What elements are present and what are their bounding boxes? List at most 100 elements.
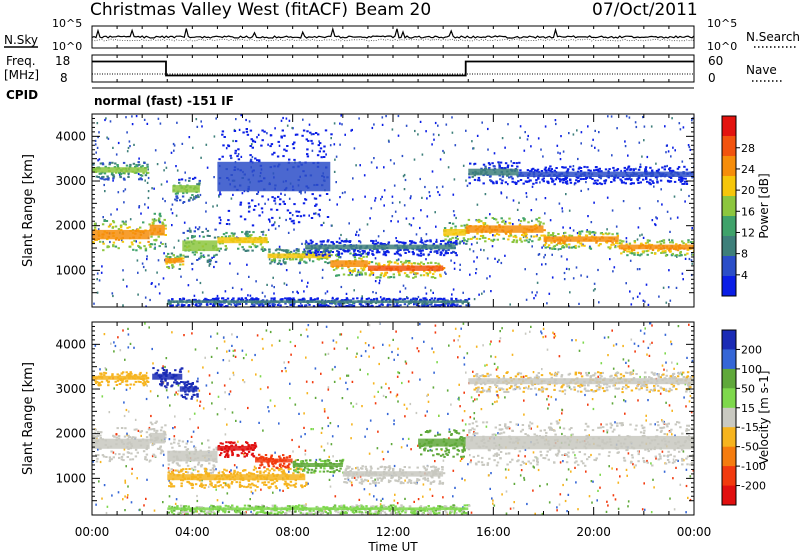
velocity-speckle [473, 412, 476, 415]
power-band-15-cell [412, 241, 416, 244]
power-speckle [249, 294, 252, 297]
power-speckle [622, 200, 625, 203]
power-band-18-cell [221, 297, 225, 300]
power-band-6-cell [342, 273, 346, 276]
power-band-10-cell [544, 242, 548, 245]
power-band-15-cell [415, 248, 419, 251]
power-band-10-cell [610, 243, 613, 246]
power-band-17-cell [652, 182, 655, 184]
velocity-band-6-cell [245, 441, 248, 444]
velocity-speckle [233, 464, 236, 467]
power-band-18-cell [301, 298, 304, 300]
velocity-speckle [472, 400, 475, 403]
power-band-18-cell [321, 299, 324, 302]
velocity-band-0-cell [95, 454, 98, 457]
velocity-speckle [406, 407, 408, 410]
power-band-12-cell [119, 175, 122, 178]
power-band-15-cell [318, 253, 321, 256]
power-band-17-cell [612, 178, 616, 181]
power-band-15-cell [344, 250, 347, 252]
power-band-10-cell [570, 234, 574, 237]
power-band-18-cell [289, 298, 293, 301]
power-band-14-cell [317, 133, 320, 136]
power-speckle [166, 180, 168, 183]
power-band-5-cell [268, 248, 271, 251]
power-speckle [433, 138, 435, 141]
power-band-11-cell [686, 252, 689, 255]
power-speckle [516, 208, 519, 211]
power-band-17-cell [569, 181, 573, 184]
power-band-18-cell [169, 302, 172, 305]
power-band-8-cell [451, 222, 455, 225]
power-band-2-cell [165, 262, 168, 265]
power-band-12-cell [107, 178, 110, 181]
power-band-11-cell [638, 254, 642, 257]
power-band-14-cell [245, 130, 249, 133]
velocity-band-1-cell [164, 436, 167, 439]
power-speckle [597, 268, 599, 272]
velocity-speckle [232, 349, 235, 352]
power-speckle [636, 295, 639, 298]
velocity-speckle [171, 331, 173, 334]
power-band-18-cell [292, 298, 296, 301]
power-speckle [245, 118, 247, 122]
power-speckle [278, 216, 281, 219]
power-speckle [303, 248, 305, 251]
velocity-speckle [393, 499, 396, 502]
power-band-18-cell [367, 303, 370, 306]
velocity-band-4-cell [162, 369, 166, 371]
power-band-9-cell [487, 238, 491, 240]
power-speckle [654, 223, 657, 227]
velocity-band-0-cell [120, 455, 124, 458]
velocity-speckle [228, 349, 231, 352]
power-band-11-cell [644, 242, 648, 245]
velocity-speckle [513, 482, 516, 485]
power-speckle [507, 183, 509, 186]
power-band-9-cell [498, 224, 501, 227]
velocity-speckle [350, 402, 352, 405]
velocity-speckle [426, 394, 428, 397]
power-band-11-cell [630, 248, 634, 251]
power-band-18-cell [236, 303, 239, 306]
power-band-14-cell [258, 159, 261, 162]
velocity-band-4-cell [163, 371, 167, 374]
power-band-16-cell [499, 161, 503, 164]
power-speckle [629, 290, 631, 293]
power-band-14-cell [279, 198, 282, 201]
power-band-7-cell [429, 261, 433, 264]
power-band-16-cell [515, 162, 518, 165]
velocity-speckle [307, 324, 310, 327]
power-band-3-cell [193, 230, 196, 233]
velocity-speckle [258, 421, 260, 424]
velocity-speckle [651, 324, 653, 327]
power-band-17-cell [540, 170, 544, 172]
power-band-18-cell [272, 302, 275, 305]
velocity-band-1-cell [151, 444, 154, 447]
power-speckle [308, 123, 311, 126]
power-band-9-cell [525, 233, 528, 236]
velocity-speckle [279, 489, 281, 492]
velocity-band-5-cell [196, 395, 199, 398]
power-band-5-cell [285, 249, 288, 252]
power-speckle [293, 249, 295, 252]
power-band-17-cell [685, 183, 689, 185]
power-speckle [425, 130, 427, 133]
power-speckle [151, 282, 153, 285]
power-speckle [656, 217, 658, 220]
power-band-9-cell [484, 240, 487, 243]
power-band-7-cell [439, 275, 442, 278]
velocity-speckle [466, 352, 469, 355]
power-speckle [267, 198, 270, 201]
power-speckle [352, 177, 354, 180]
power-speckle [531, 291, 533, 294]
power-speckle [176, 169, 179, 172]
velocity-speckle [388, 387, 390, 390]
velocity-speckle [401, 381, 403, 385]
power-speckle [170, 208, 172, 211]
power-speckle [580, 142, 582, 145]
power-band-0-cell [107, 225, 111, 228]
velocity-speckle [192, 468, 195, 472]
velocity-speckle [621, 387, 624, 390]
power-band-5-cell [303, 250, 307, 253]
power-speckle [391, 195, 394, 198]
